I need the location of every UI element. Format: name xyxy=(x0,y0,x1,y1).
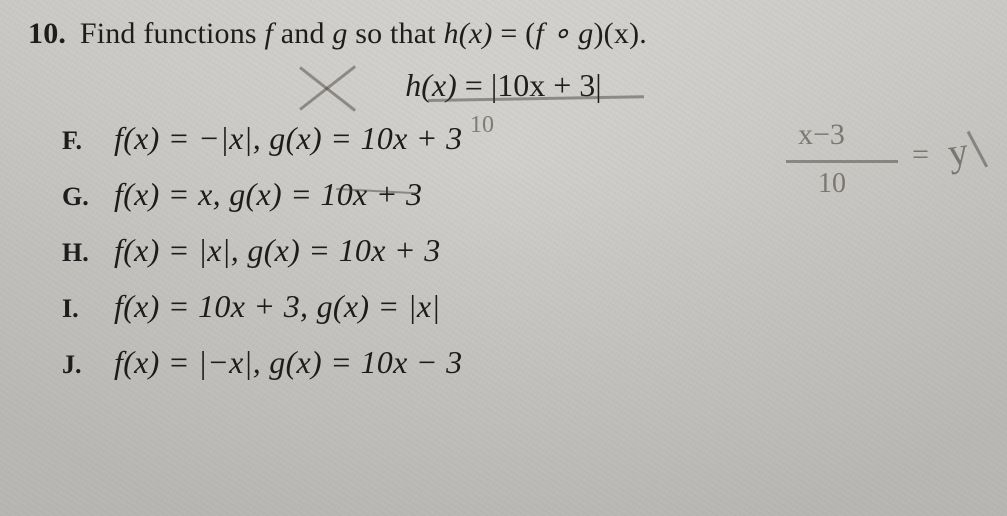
option-letter: I. xyxy=(62,296,114,322)
option-g: G. f(x) = x, g(x) = 10x + 3 xyxy=(62,178,979,210)
question-prompt: 10. Find functions f and g so that h(x) … xyxy=(28,14,979,53)
option-text: f(x) = |x|, g(x) = 10x + 3 xyxy=(114,234,441,266)
eq-lhs: h(x) xyxy=(405,67,457,103)
option-f: F. f(x) = −|x|, g(x) = 10x + 3 xyxy=(62,122,979,154)
rparen: )(x). xyxy=(593,17,646,50)
eq-rhs: |10x + 3| xyxy=(491,67,602,103)
option-text: f(x) = x, g(x) = 10x + 3 xyxy=(114,178,422,210)
page-root: 10. Find functions f and g so that h(x) … xyxy=(0,0,1007,388)
and-word: and xyxy=(273,17,332,50)
option-text: f(x) = −|x|, g(x) = 10x + 3 xyxy=(114,122,462,154)
option-letter: G. xyxy=(62,184,114,210)
fog-symbol: f ∘ g xyxy=(535,17,593,50)
option-text: f(x) = |−x|, g(x) = 10x − 3 xyxy=(114,346,462,378)
question-number: 10. xyxy=(28,17,66,50)
given-equation: h(x) = |10x + 3| xyxy=(28,67,979,104)
option-letter: J. xyxy=(62,352,114,378)
option-h: H. f(x) = |x|, g(x) = 10x + 3 xyxy=(62,234,979,266)
option-j: J. f(x) = |−x|, g(x) = 10x − 3 xyxy=(62,346,979,378)
option-i: I. f(x) = 10x + 3, g(x) = |x| xyxy=(62,290,979,322)
option-letter: H. xyxy=(62,240,114,266)
f-symbol: f xyxy=(264,17,273,50)
prompt-text-2: so that xyxy=(348,17,444,50)
option-letter: F. xyxy=(62,128,114,154)
options-list: F. f(x) = −|x|, g(x) = 10x + 3 G. f(x) =… xyxy=(62,122,979,378)
eq-sign: = xyxy=(457,67,491,103)
eq-open: = ( xyxy=(493,17,536,50)
hx-symbol: h(x) xyxy=(444,17,493,50)
g-symbol: g xyxy=(332,17,347,50)
option-text: f(x) = 10x + 3, g(x) = |x| xyxy=(114,290,441,322)
prompt-text-1: Find functions xyxy=(80,17,265,50)
